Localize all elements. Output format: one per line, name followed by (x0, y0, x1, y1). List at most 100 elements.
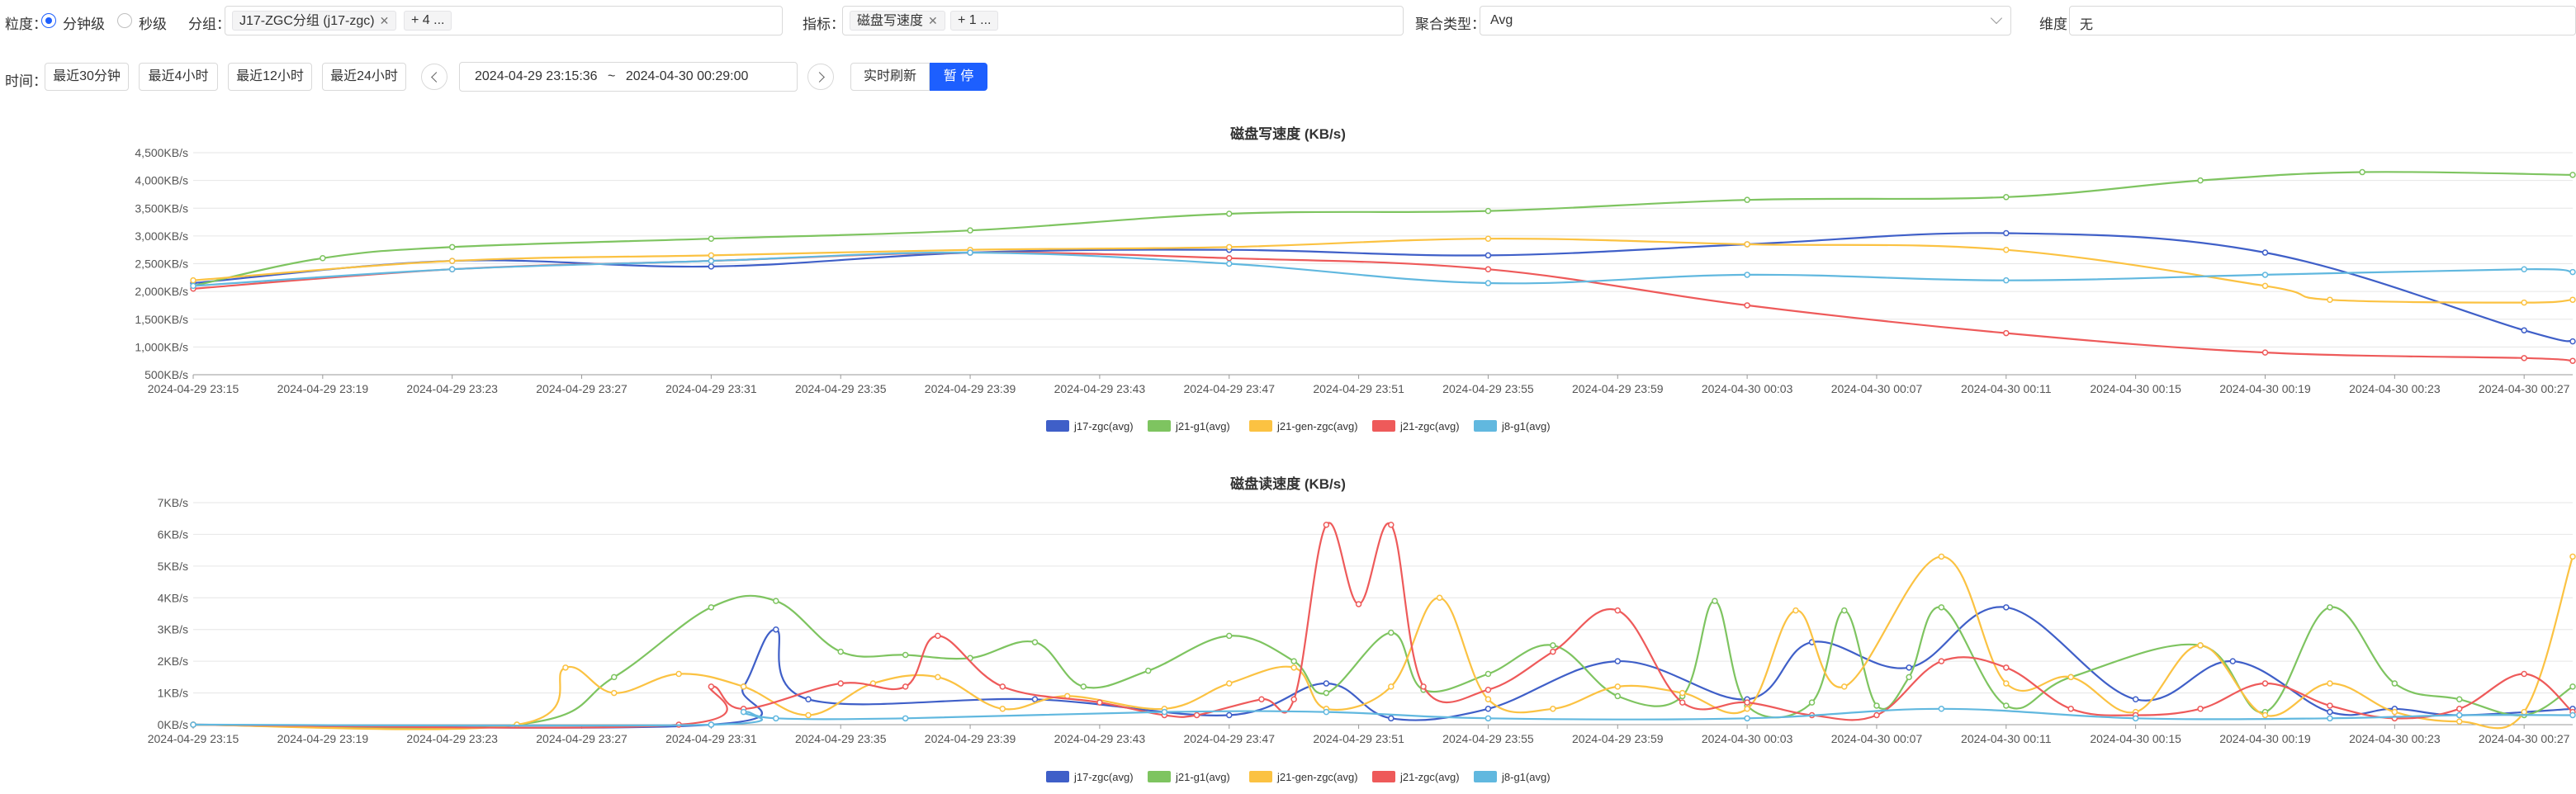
radio-minute[interactable] (41, 13, 56, 28)
legend-swatch[interactable] (1046, 420, 1069, 432)
data-point (2327, 680, 2333, 687)
data-point (2003, 680, 2010, 687)
chart-title: 磁盘写速度 (KB/s) (1230, 125, 1346, 142)
legend-swatch[interactable] (1148, 771, 1171, 782)
data-point (1193, 711, 1200, 719)
legend-label[interactable]: j21-gen-zgc(avg) (1276, 771, 1358, 783)
legend-label[interactable]: j8-g1(avg) (1501, 771, 1551, 783)
x-tick-label: 2024-04-29 23:23 (406, 382, 498, 395)
data-point (2521, 670, 2527, 678)
legend-label[interactable]: j17-zgc(avg) (1073, 771, 1134, 783)
legend-swatch[interactable] (1474, 420, 1497, 432)
data-point (1938, 604, 1945, 611)
legend-label[interactable]: j21-gen-zgc(avg) (1276, 420, 1358, 432)
data-point (2261, 282, 2269, 290)
radio-second-label[interactable]: 秒级 (139, 17, 167, 32)
legend-swatch[interactable] (1372, 771, 1395, 782)
x-tick-label: 2024-04-29 23:27 (536, 732, 627, 745)
data-point (935, 632, 941, 640)
data-point (2456, 718, 2463, 725)
data-point (2391, 680, 2398, 687)
close-icon[interactable]: ✕ (379, 14, 390, 27)
legend-label[interactable]: j8-g1(avg) (1501, 420, 1551, 432)
data-point (1290, 658, 1297, 664)
data-point (1485, 715, 1492, 722)
quick-12h-button[interactable]: 最近12小时 (228, 63, 312, 91)
data-point (2132, 715, 2139, 722)
data-point (190, 721, 197, 728)
data-point (1938, 658, 1945, 664)
metric-select[interactable]: 磁盘写速度 ✕ + 1 ... (842, 6, 1404, 35)
data-point (2003, 194, 2010, 201)
data-point (1550, 648, 1556, 655)
x-tick-label: 2024-04-29 23:15 (148, 382, 239, 395)
legend-label[interactable]: j21-zgc(avg) (1399, 420, 1460, 432)
x-tick-label: 2024-04-30 00:15 (2090, 382, 2181, 395)
y-tick-label: 2,500KB/s (135, 258, 188, 271)
data-point (708, 263, 715, 270)
data-point (1841, 683, 1848, 690)
data-point (967, 227, 973, 234)
agg-select[interactable]: Avg (1480, 6, 2011, 35)
series-line-3 (192, 522, 2574, 729)
data-point (2521, 708, 2527, 716)
quick-24h-button[interactable]: 最近24小时 (322, 63, 406, 91)
legend-swatch[interactable] (1148, 420, 1171, 432)
y-tick-label: 2KB/s (158, 655, 188, 668)
data-point (1323, 689, 1330, 697)
legend-label[interactable]: j21-zgc(avg) (1399, 771, 1460, 783)
legend-swatch[interactable] (1372, 420, 1395, 432)
data-point (1355, 601, 1362, 607)
data-point (1258, 696, 1265, 703)
group-tag: J17-ZGC分组 (j17-zgc) ✕ (232, 11, 397, 31)
y-tick-label: 3KB/s (158, 623, 188, 636)
data-point (2327, 715, 2333, 722)
data-point (2569, 268, 2576, 276)
data-point (1938, 553, 1945, 560)
data-point (2261, 349, 2269, 356)
agg-label: 聚合类型： (1415, 17, 1485, 32)
data-point (2327, 708, 2333, 716)
y-tick-label: 3,000KB/s (135, 229, 188, 243)
data-point (1225, 210, 1233, 217)
group-select[interactable]: J17-ZGC分组 (j17-zgc) ✕ + 4 ... (225, 6, 783, 35)
pause-button[interactable]: 暂 停 (930, 63, 987, 91)
prev-range-button[interactable] (421, 64, 447, 90)
data-point (2229, 658, 2237, 664)
data-point (448, 266, 456, 272)
data-point (1436, 594, 1443, 602)
radio-second[interactable] (117, 13, 132, 28)
data-point (1388, 629, 1395, 636)
data-point (773, 626, 779, 633)
legend-label[interactable]: j17-zgc(avg) (1073, 420, 1134, 432)
y-tick-label: 3,500KB/s (135, 201, 188, 215)
quick-30min-button[interactable]: 最近30分钟 (45, 63, 129, 91)
data-point (1388, 715, 1395, 722)
x-tick-label: 2024-04-30 00:19 (2219, 382, 2311, 395)
next-range-button[interactable] (807, 64, 834, 90)
quick-4h-button[interactable]: 最近4小时 (139, 63, 218, 91)
data-point (1808, 699, 1816, 706)
legend-label[interactable]: j21-g1(avg) (1175, 420, 1230, 432)
disk-write-chart: 磁盘写速度 (KB/s) 500KB/s 1,000KB/s 1,500KB/s 2,0… (135, 125, 2576, 432)
series-line-4 (192, 707, 2574, 727)
legend-swatch[interactable] (1249, 771, 1272, 782)
data-point (805, 711, 812, 719)
data-point (1485, 252, 1492, 259)
dim-select[interactable]: 无 (2069, 6, 2576, 35)
x-tick-label: 2024-04-30 00:23 (2349, 382, 2441, 395)
radio-minute-label[interactable]: 分钟级 (63, 17, 105, 32)
data-point (1225, 255, 1233, 262)
legend-label[interactable]: j21-g1(avg) (1175, 771, 1230, 783)
y-tick-label: 2,000KB/s (135, 285, 188, 298)
y-tick-label: 4KB/s (158, 591, 188, 604)
realtime-refresh-button[interactable]: 实时刷新 (850, 63, 930, 91)
legend-swatch[interactable] (1474, 771, 1497, 782)
legend-swatch[interactable] (1046, 771, 1069, 782)
data-point (1906, 673, 1912, 681)
legend-swatch[interactable] (1249, 420, 1272, 432)
data-point (1873, 711, 1880, 719)
time-range-picker[interactable]: 2024-04-29 23:15:36 ~ 2024-04-30 00:29:0… (459, 62, 798, 92)
close-icon[interactable]: ✕ (928, 14, 938, 27)
data-point (1792, 607, 1799, 614)
